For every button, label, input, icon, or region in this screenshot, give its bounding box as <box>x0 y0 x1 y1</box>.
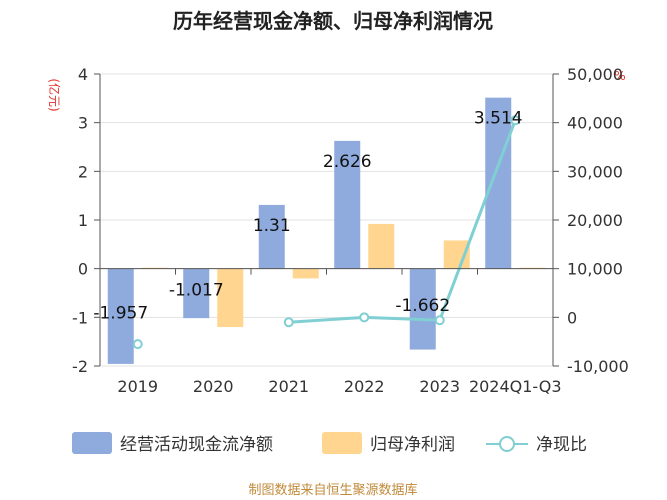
right-axis-tick: 10,000 <box>567 260 623 279</box>
cashflow-data-label: 2.626 <box>323 152 372 172</box>
cashflow-data-label: -1.662 <box>395 296 450 316</box>
x-axis-tick: 2021 <box>268 377 309 396</box>
cashflow-bar <box>485 97 512 269</box>
netprofit-bar <box>368 223 395 269</box>
cashflow-bar <box>409 268 436 350</box>
netprofit-bar <box>292 268 319 279</box>
cashflow-bar <box>334 140 361 269</box>
legend-marker-ratio <box>499 436 515 452</box>
left-axis-tick: 2 <box>78 162 88 181</box>
left-axis-tick: 1 <box>78 211 88 230</box>
source-note: 制图数据来自恒生聚源数据库 <box>248 482 417 498</box>
legend-label-netprofit: 归母净利润 <box>370 435 455 455</box>
right-axis-tick: -10,000 <box>567 357 629 376</box>
cashflow-bar <box>107 268 134 364</box>
ratio-line <box>288 119 517 324</box>
cashflow-bar <box>258 204 285 269</box>
right-axis-tick: 0 <box>567 308 577 327</box>
x-axis-tick: 2024Q1-Q3 <box>469 377 562 396</box>
right-axis-tick: 50,000 <box>567 65 623 84</box>
right-axis-tick: 20,000 <box>567 211 623 230</box>
cashflow-data-label: 3.514 <box>474 109 523 129</box>
ratio-point <box>283 317 294 328</box>
x-axis-tick: 2020 <box>193 377 234 396</box>
ratio-point <box>132 339 143 350</box>
netprofit-bar <box>217 268 244 328</box>
x-axis-tick: 2019 <box>117 377 158 396</box>
legend-swatch-cashflow <box>72 432 112 454</box>
left-axis-tick: 0 <box>78 260 88 279</box>
cashflow-data-label: -1.017 <box>169 280 224 300</box>
left-axis-tick: -1 <box>72 308 88 327</box>
legend-swatch-netprofit <box>322 432 362 454</box>
cashflow-data-label: 1.31 <box>253 216 291 236</box>
right-axis-tick: 30,000 <box>567 162 623 181</box>
left-axis-tick: 4 <box>78 65 88 84</box>
ratio-point <box>510 115 521 126</box>
ratio-point <box>359 312 370 323</box>
right-axis-tick: 40,000 <box>567 114 623 133</box>
right-axis-unit: % <box>614 69 625 83</box>
chart-title: 历年经营现金净额、归母净利润情况 <box>173 9 493 33</box>
x-axis-tick: 2023 <box>419 377 460 396</box>
x-axis-tick: 2022 <box>344 377 385 396</box>
ratio-point <box>434 315 445 326</box>
legend-label-cashflow: 经营活动现金流净额 <box>120 435 273 455</box>
left-axis-tick: -2 <box>72 357 88 376</box>
legend-label-ratio: 净现比 <box>536 435 587 455</box>
left-axis-unit: (亿元) <box>47 78 62 111</box>
left-axis-tick: 3 <box>78 114 88 133</box>
cashflow-data-label: -1.957 <box>93 303 148 323</box>
cashflow-bar <box>183 268 210 319</box>
